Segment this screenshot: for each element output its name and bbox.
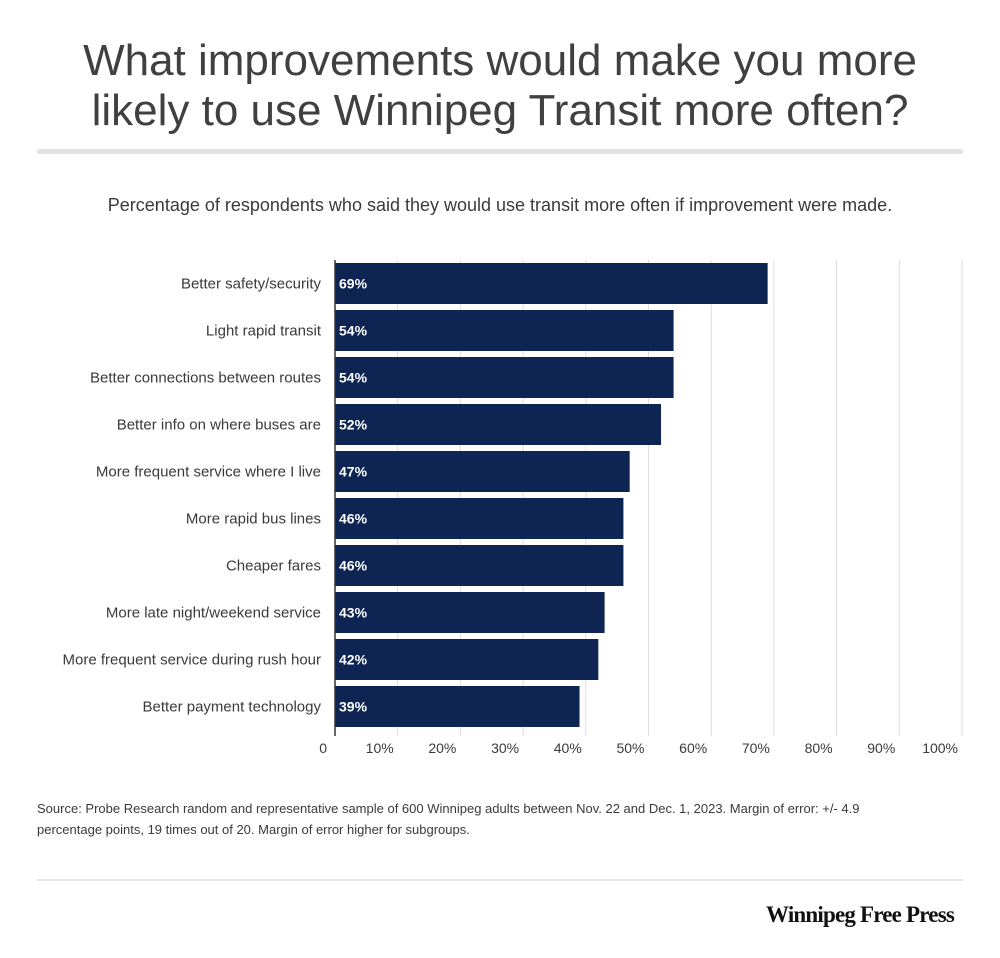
category-label: Better info on where buses are <box>117 417 321 434</box>
category-label: Better payment technology <box>143 699 322 716</box>
chart-title: What improvements would make you more li… <box>83 36 917 135</box>
bar-value-label: 54% <box>339 370 368 386</box>
bar <box>335 310 674 351</box>
bar <box>335 404 662 445</box>
category-label: More frequent service during rush hour <box>63 652 321 669</box>
x-tick-label: 0 <box>319 740 327 756</box>
bar-value-label: 39% <box>339 699 368 715</box>
bar <box>335 498 624 539</box>
bar-value-label: 69% <box>339 276 368 292</box>
category-label: More frequent service where I live <box>96 464 321 481</box>
category-label: Better safety/security <box>181 276 322 293</box>
x-tick-label: 100% <box>922 740 958 756</box>
bar <box>335 545 624 586</box>
category-label: More late night/weekend service <box>106 605 321 622</box>
bar-value-label: 47% <box>339 464 368 480</box>
bar-value-label: 52% <box>339 417 368 433</box>
bar-value-label: 42% <box>339 652 368 668</box>
x-tick-label: 20% <box>428 740 456 756</box>
bar <box>335 639 599 680</box>
x-tick-label: 60% <box>679 740 707 756</box>
category-label: Light rapid transit <box>206 323 322 340</box>
x-tick-label: 70% <box>742 740 770 756</box>
category-label: Cheaper fares <box>226 558 321 575</box>
bar <box>335 686 580 727</box>
category-label: More rapid bus lines <box>186 511 321 528</box>
x-tick-label: 30% <box>491 740 519 756</box>
bar <box>335 592 605 633</box>
bar <box>335 357 674 398</box>
chart-subtitle: Percentage of respondents who said they … <box>107 195 893 215</box>
bar-chart: Better safety/security 69% Light rapid tra… <box>63 260 963 756</box>
bar-value-label: 46% <box>339 558 368 574</box>
bar-value-label: 46% <box>339 511 368 527</box>
source-note: Source: Probe Research random and repres… <box>37 801 860 837</box>
bar-value-label: 43% <box>339 605 368 621</box>
x-tick-label: 50% <box>616 740 644 756</box>
x-tick-label: 80% <box>805 740 833 756</box>
brand-logo: Winnipeg Free Press <box>766 902 955 927</box>
category-label: Better connections between routes <box>90 370 321 387</box>
title-divider <box>37 149 963 154</box>
x-tick-label: 90% <box>867 740 895 756</box>
bar-value-label: 54% <box>339 323 368 339</box>
x-tick-label: 10% <box>366 740 394 756</box>
bar <box>335 263 768 304</box>
bar <box>335 451 630 492</box>
footer-divider <box>37 879 963 881</box>
x-tick-label: 40% <box>554 740 582 756</box>
